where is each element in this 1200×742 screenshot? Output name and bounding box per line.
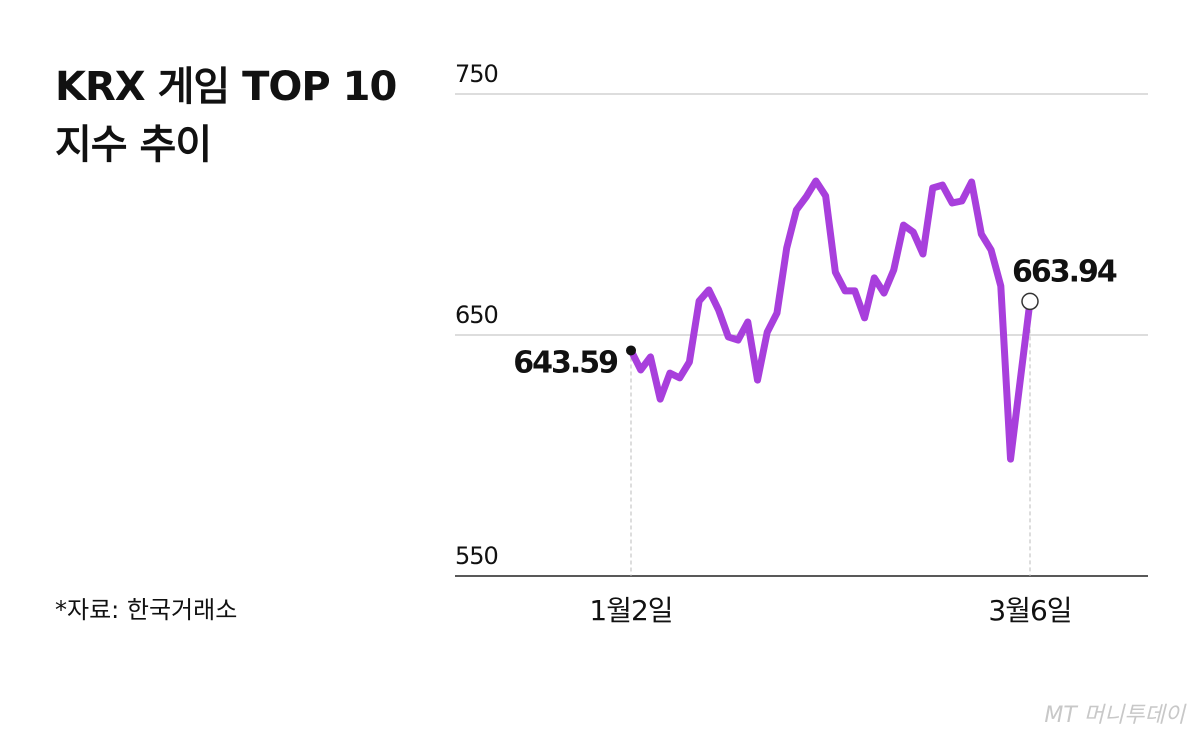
start-marker [626, 345, 636, 356]
x-tick-label: 3월6일 [988, 594, 1071, 627]
end-marker [1021, 292, 1039, 311]
chart-title: KRX 게임 TOP 10 [55, 64, 396, 110]
source: *자료: 한국거래소 [55, 596, 237, 624]
x-tick-label: 1월2일 [589, 594, 672, 627]
value-label: 643.59 [513, 345, 617, 380]
value-label: 663.94 [1012, 254, 1117, 289]
line [627, 177, 1034, 463]
watermark: MT 머니투데이 [1044, 703, 1186, 728]
chart-title: 지수 추이 [55, 122, 211, 168]
y-tick-label: 750 [455, 60, 498, 88]
y-tick-label: 650 [455, 301, 498, 329]
y-tick-label: 550 [455, 542, 498, 570]
